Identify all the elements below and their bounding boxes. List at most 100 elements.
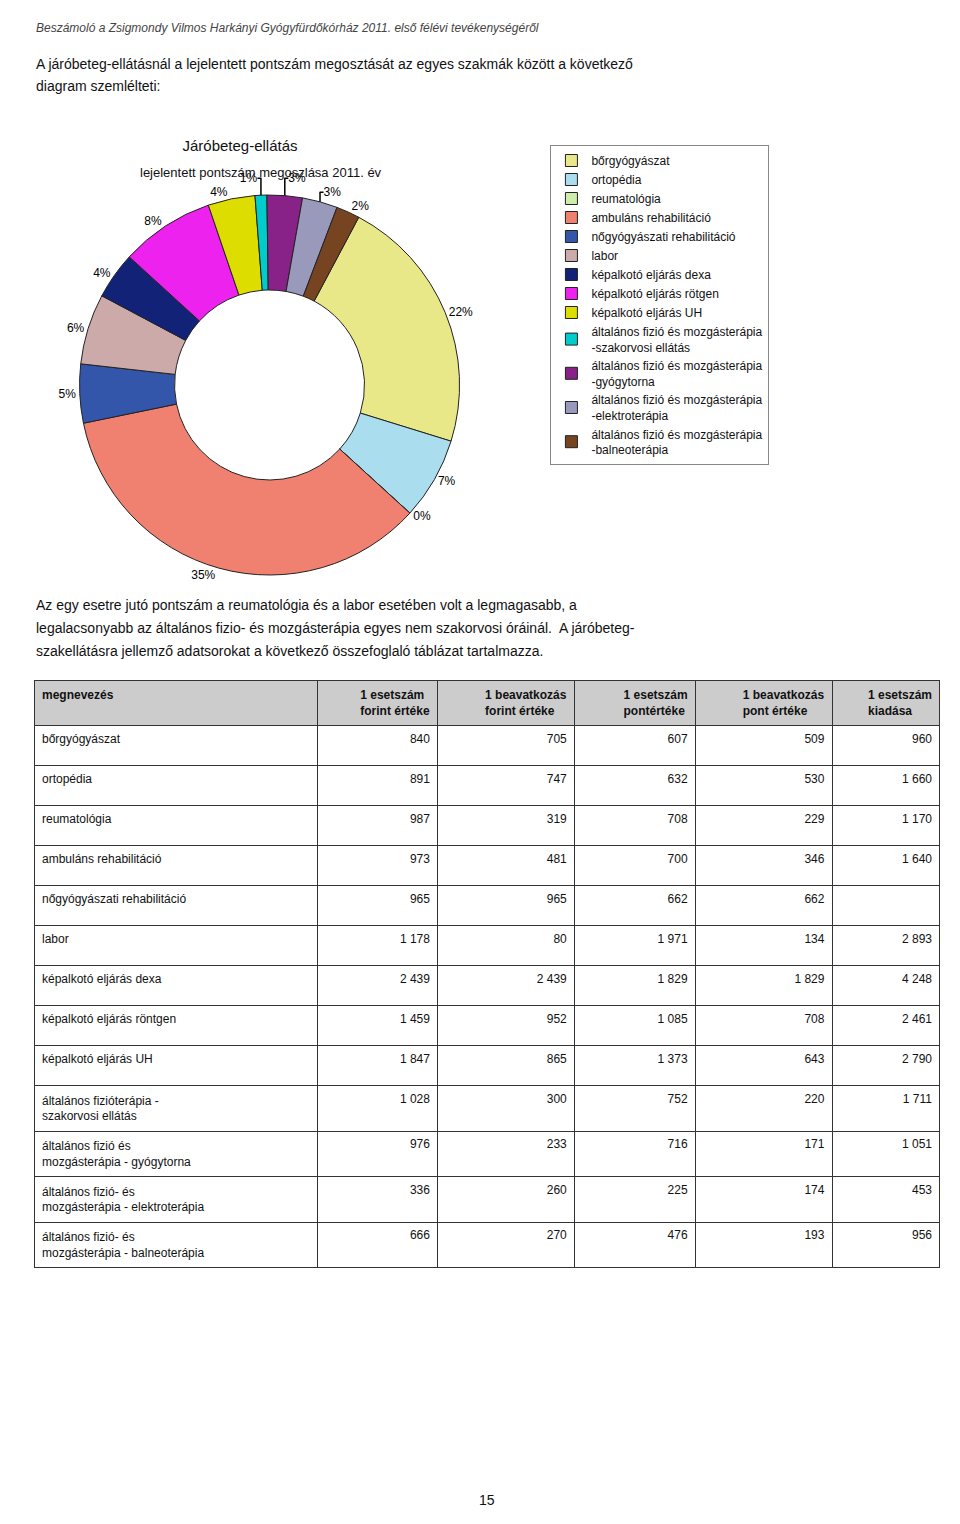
svg-text:ambuláns rehabilitáció: ambuláns rehabilitáció	[591, 211, 711, 225]
svg-text:képalkotó eljárás UH: képalkotó eljárás UH	[42, 1052, 153, 1066]
svg-text:képalkotó eljárás rötgen: képalkotó eljárás rötgen	[591, 287, 718, 301]
svg-text:976: 976	[410, 1137, 430, 1151]
svg-text:3%: 3%	[288, 171, 306, 185]
svg-text:általános fizió- ésmozgásteráp: általános fizió- ésmozgásterápia - elekt…	[42, 1185, 204, 1215]
svg-text:481: 481	[547, 852, 567, 866]
svg-text:általános fizió és mozgásteráp: általános fizió és mozgásterápia-elektro…	[591, 393, 762, 423]
svg-text:225: 225	[668, 1183, 688, 1197]
svg-text:A járóbeteg-ellátásnál a lejel: A járóbeteg-ellátásnál a lejelentett pon…	[36, 56, 633, 72]
svg-text:891: 891	[410, 772, 430, 786]
svg-text:476: 476	[668, 1228, 688, 1242]
svg-text:1 051: 1 051	[902, 1137, 932, 1151]
svg-text:193: 193	[804, 1228, 824, 1242]
svg-text:2 439: 2 439	[537, 972, 567, 986]
svg-text:bőrgyógyászat: bőrgyógyászat	[591, 154, 670, 168]
svg-text:15: 15	[479, 1492, 495, 1508]
svg-text:973: 973	[410, 852, 430, 866]
svg-text:960: 960	[912, 732, 932, 746]
svg-text:1 028: 1 028	[400, 1092, 430, 1106]
svg-text:708: 708	[804, 1012, 824, 1026]
svg-text:716: 716	[668, 1137, 688, 1151]
svg-text:labor: labor	[591, 249, 618, 263]
svg-text:2%: 2%	[352, 199, 370, 213]
svg-text:labor: labor	[42, 932, 69, 946]
svg-text:megnevezés: megnevezés	[42, 688, 114, 702]
svg-text:1 971: 1 971	[658, 932, 688, 946]
svg-text:666: 666	[410, 1228, 430, 1242]
svg-text:4%: 4%	[93, 266, 111, 280]
svg-text:legalacsonyabb az általános fi: legalacsonyabb az általános fizio- és mo…	[36, 620, 635, 636]
svg-text:reumatológia: reumatológia	[591, 192, 661, 206]
svg-text:1 847: 1 847	[400, 1052, 430, 1066]
svg-text:0%: 0%	[413, 509, 431, 523]
svg-text:1%: 1%	[240, 171, 258, 185]
svg-text:220: 220	[804, 1092, 824, 1106]
svg-text:1 459: 1 459	[400, 1012, 430, 1026]
svg-text:662: 662	[668, 892, 688, 906]
svg-text:300: 300	[547, 1092, 567, 1106]
svg-text:2 790: 2 790	[902, 1052, 932, 1066]
svg-text:708: 708	[668, 812, 688, 826]
svg-text:965: 965	[410, 892, 430, 906]
svg-text:Járóbeteg-ellátás: Járóbeteg-ellátás	[182, 137, 297, 154]
svg-text:607: 607	[668, 732, 688, 746]
svg-text:1 829: 1 829	[658, 972, 688, 986]
svg-text:987: 987	[410, 812, 430, 826]
svg-text:3%: 3%	[324, 185, 342, 199]
svg-text:35%: 35%	[191, 568, 215, 582]
svg-text:840: 840	[410, 732, 430, 746]
svg-text:1 660: 1 660	[902, 772, 932, 786]
svg-text:509: 509	[804, 732, 824, 746]
svg-text:ortopédia: ortopédia	[42, 772, 92, 786]
svg-text:általános fizió és mozgásteráp: általános fizió és mozgásterápia-balneot…	[591, 428, 762, 458]
svg-text:nőgyógyászati rehabilitáció: nőgyógyászati rehabilitáció	[591, 230, 735, 244]
svg-text:5%: 5%	[59, 387, 77, 401]
svg-text:1 829: 1 829	[794, 972, 824, 986]
svg-text:700: 700	[668, 852, 688, 866]
svg-text:952: 952	[547, 1012, 567, 1026]
svg-text:általános fizió és mozgásteráp: általános fizió és mozgásterápia-szakorv…	[591, 325, 762, 355]
svg-text:865: 865	[547, 1052, 567, 1066]
svg-text:ambuláns rehabilitáció: ambuláns rehabilitáció	[42, 852, 162, 866]
svg-text:632: 632	[668, 772, 688, 786]
svg-text:2 461: 2 461	[902, 1012, 932, 1026]
svg-text:képalkotó eljárás UH: képalkotó eljárás UH	[591, 306, 702, 320]
svg-text:6%: 6%	[67, 321, 85, 335]
svg-text:530: 530	[804, 772, 824, 786]
svg-text:általános fizió ésmozgásterápi: általános fizió ésmozgásterápia - gyógyt…	[42, 1139, 191, 1169]
svg-text:Beszámoló a Zsigmondy Vilmos H: Beszámoló a Zsigmondy Vilmos Harkányi Gy…	[36, 21, 539, 35]
svg-text:336: 336	[410, 1183, 430, 1197]
svg-text:1 178: 1 178	[400, 932, 430, 946]
svg-text:1 085: 1 085	[658, 1012, 688, 1026]
svg-text:képalkotó eljárás dexa: képalkotó eljárás dexa	[42, 972, 162, 986]
svg-text:bőrgyógyászat: bőrgyógyászat	[42, 732, 121, 746]
svg-text:229: 229	[804, 812, 824, 826]
svg-text:általános fizióterápia -szakor: általános fizióterápia -szakorvosi ellát…	[42, 1094, 159, 1124]
svg-text:1 beavatkozáspont értéke: 1 beavatkozáspont értéke	[743, 688, 825, 718]
svg-text:643: 643	[804, 1052, 824, 1066]
svg-text:453: 453	[912, 1183, 932, 1197]
svg-text:134: 134	[804, 932, 824, 946]
svg-text:nőgyógyászati rehabilitáció: nőgyógyászati rehabilitáció	[42, 892, 186, 906]
svg-text:1 beavatkozásforint értéke: 1 beavatkozásforint értéke	[485, 688, 567, 718]
svg-text:4%: 4%	[210, 185, 228, 199]
svg-text:346: 346	[804, 852, 824, 866]
svg-text:4 248: 4 248	[902, 972, 932, 986]
svg-text:174: 174	[804, 1183, 824, 1197]
svg-text:szakellátásra jellemző adatsor: szakellátásra jellemző adatsorokat a köv…	[36, 643, 543, 659]
svg-text:lejelentett pontszám megoszlás: lejelentett pontszám megoszlása 2011. év	[140, 165, 382, 180]
svg-text:662: 662	[804, 892, 824, 906]
svg-text:260: 260	[547, 1183, 567, 1197]
svg-text:2 439: 2 439	[400, 972, 430, 986]
svg-text:1 esetszámforint értéke: 1 esetszámforint értéke	[360, 688, 430, 718]
svg-text:747: 747	[547, 772, 567, 786]
svg-text:általános fizió és mozgásteráp: általános fizió és mozgásterápia-gyógyto…	[591, 359, 762, 389]
svg-text:7%: 7%	[438, 474, 456, 488]
svg-text:233: 233	[547, 1137, 567, 1151]
svg-text:705: 705	[547, 732, 567, 746]
svg-text:270: 270	[547, 1228, 567, 1242]
svg-text:171: 171	[804, 1137, 824, 1151]
svg-text:ortopédia: ortopédia	[591, 173, 641, 187]
svg-text:8%: 8%	[144, 214, 162, 228]
svg-text:1 esetszámpontértéke: 1 esetszámpontértéke	[624, 688, 688, 718]
